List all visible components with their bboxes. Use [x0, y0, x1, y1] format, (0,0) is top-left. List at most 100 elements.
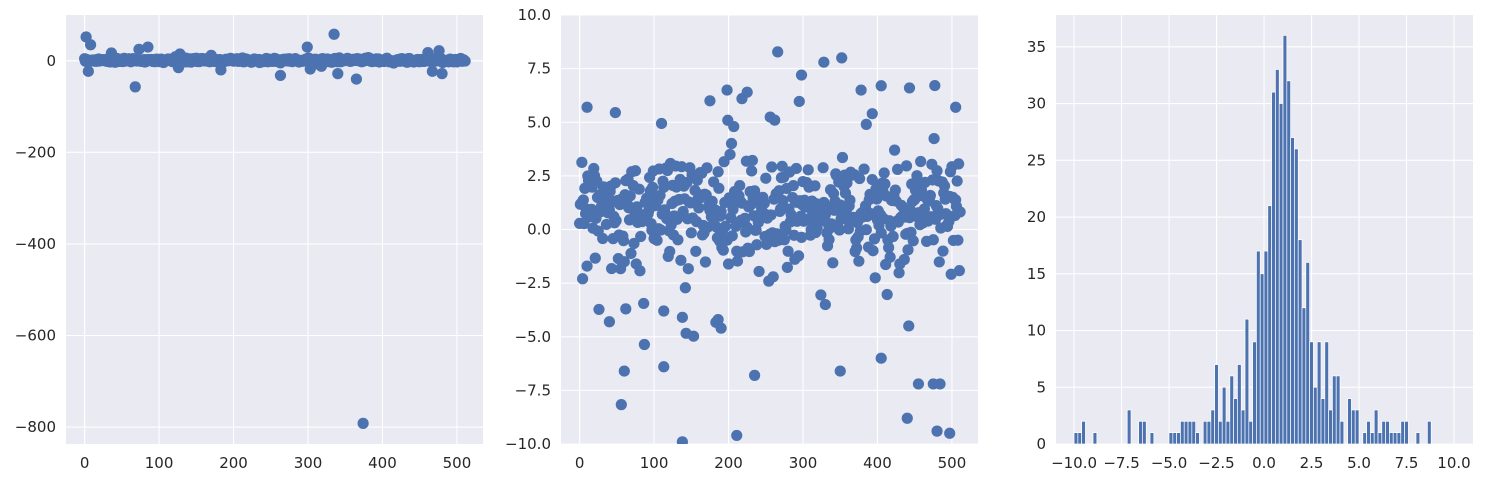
histogram-bar	[1377, 432, 1383, 445]
scatter-point	[715, 205, 727, 218]
scatter-point	[951, 175, 963, 187]
scatter-point	[900, 160, 913, 172]
scatter-point	[615, 399, 627, 411]
histogram-bar	[1191, 420, 1196, 445]
x-tick-label: 0	[80, 454, 90, 472]
scatter-point	[581, 260, 593, 272]
scatter-point	[682, 263, 694, 275]
scatter-point	[105, 47, 118, 59]
scatter-point	[891, 163, 904, 175]
histogram-bar	[1339, 420, 1345, 445]
y-tick-label: −800	[15, 418, 56, 436]
x-tick-label: −2.5	[1198, 454, 1234, 472]
scatter-point	[858, 163, 870, 175]
histogram-bar	[1320, 398, 1326, 445]
x-tick-label: 100	[640, 454, 669, 472]
scatter-point	[901, 412, 913, 424]
scatter-point	[751, 239, 763, 251]
scatter-point	[760, 172, 772, 184]
scatter-point	[676, 161, 688, 173]
histogram-bar	[1415, 432, 1421, 445]
scatter-point	[907, 235, 919, 247]
scatter-point	[274, 69, 287, 82]
scatter-point	[867, 245, 879, 257]
scatter-point	[739, 212, 751, 224]
histogram-bar	[1233, 398, 1238, 445]
scatter-point	[903, 320, 915, 332]
scatter-point	[699, 256, 712, 268]
scatter-point	[426, 65, 438, 77]
scatter-point	[436, 68, 448, 80]
y-tick-label: 10	[1027, 322, 1046, 340]
scatter-point	[746, 154, 758, 167]
scatter-point	[593, 303, 605, 316]
x-tick-label: 300	[294, 454, 323, 472]
scatter-point	[889, 144, 901, 156]
scatter-point	[357, 417, 369, 429]
scatter-point	[679, 282, 691, 294]
scatter-point	[315, 60, 328, 72]
scatter-point	[915, 155, 927, 168]
scatter-point	[725, 137, 738, 150]
histogram-bar	[1316, 341, 1322, 445]
scatter-point	[655, 224, 667, 236]
scatter-point	[753, 265, 765, 278]
y-tick-label: 2.5	[527, 167, 551, 185]
histogram-bar	[1092, 432, 1098, 445]
scatter-point	[743, 245, 755, 258]
histogram-bar	[1180, 420, 1185, 445]
plot-area	[66, 15, 483, 444]
scatter-point	[931, 165, 943, 177]
scatter-point	[767, 271, 779, 283]
scatter-point	[638, 338, 651, 351]
scatter-point	[912, 378, 925, 390]
y-tick-label: −7.5	[515, 381, 551, 399]
scatter-points	[79, 28, 471, 429]
scatter-point	[658, 181, 670, 193]
histogram-bar	[1370, 432, 1375, 445]
scatter-point	[433, 45, 445, 57]
scatter-point	[934, 378, 946, 390]
scatter-point	[782, 245, 794, 257]
scatter-point	[625, 247, 637, 260]
scatter-point	[646, 181, 659, 193]
x-tick-label: 2.5	[1300, 454, 1324, 472]
scatter-point	[142, 41, 154, 53]
histogram-bar	[1263, 250, 1269, 445]
histogram-bar	[1149, 432, 1155, 445]
scatter-point	[724, 148, 736, 161]
scatter-point	[790, 162, 802, 175]
scatter-point	[676, 311, 688, 323]
scatter-points	[574, 46, 966, 444]
scatter-point	[685, 227, 697, 239]
scatter-point	[174, 48, 186, 60]
x-tick-label: 5.0	[1347, 454, 1371, 472]
histogram-bar	[1195, 432, 1200, 445]
x-tick-label: 500	[443, 454, 472, 472]
scatter-point	[722, 258, 735, 270]
scatter-point	[635, 230, 647, 243]
scatter-point	[731, 429, 743, 442]
scatter-point	[866, 173, 878, 186]
scatter-point	[953, 158, 965, 170]
x-tick-label: −7.5	[1103, 454, 1139, 472]
scatter-point	[834, 365, 846, 377]
histogram-bar	[1400, 420, 1405, 445]
scatter-point	[875, 80, 887, 92]
histogram-bar	[1366, 420, 1371, 445]
scatter-point	[778, 234, 790, 246]
scatter-point	[577, 194, 589, 206]
scatter-point	[628, 237, 640, 250]
histogram-bar	[1294, 148, 1299, 445]
scatter-point	[603, 316, 616, 328]
scatter-point	[205, 49, 217, 61]
histogram-bar	[1309, 341, 1314, 445]
scatter-point	[860, 118, 872, 130]
scatter-point	[133, 43, 145, 55]
scatter-point	[765, 209, 777, 221]
scatter-point	[905, 226, 917, 238]
x-tick-label: −10.0	[1051, 454, 1097, 472]
scatter-point	[129, 81, 141, 93]
histogram-bar	[1126, 409, 1132, 445]
scatter-point	[422, 46, 434, 59]
